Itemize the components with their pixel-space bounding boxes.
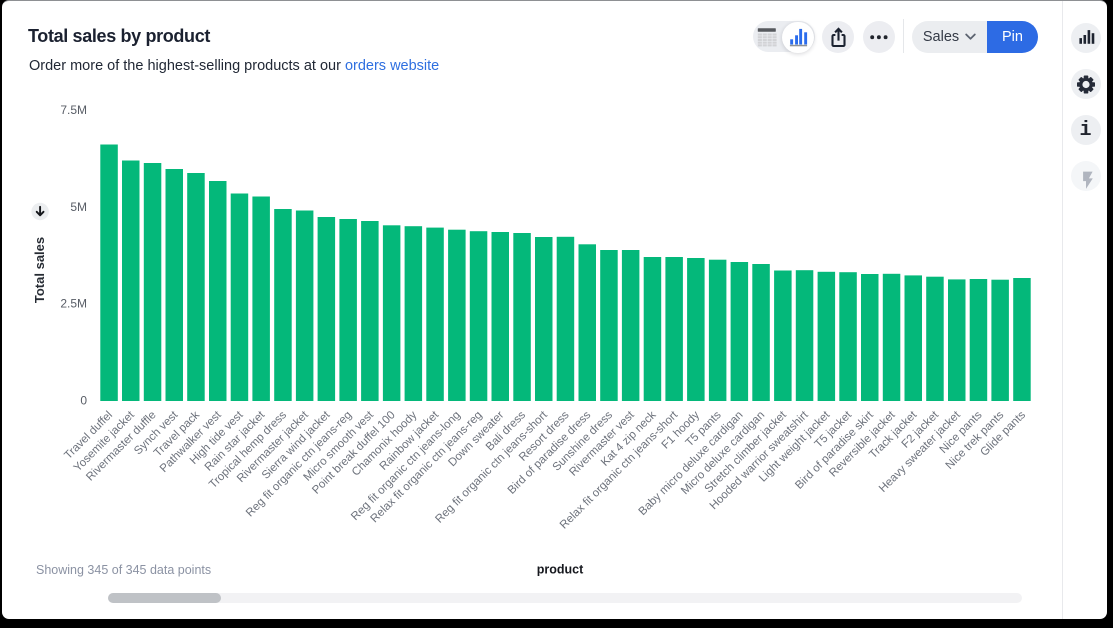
svg-text:5M: 5M xyxy=(70,200,87,214)
svg-text:7.5M: 7.5M xyxy=(60,103,87,117)
svg-text:product: product xyxy=(537,563,584,577)
svg-text:2.5M: 2.5M xyxy=(60,297,87,311)
svg-text:0: 0 xyxy=(80,393,87,407)
svg-text:Total sales: Total sales xyxy=(32,237,47,303)
